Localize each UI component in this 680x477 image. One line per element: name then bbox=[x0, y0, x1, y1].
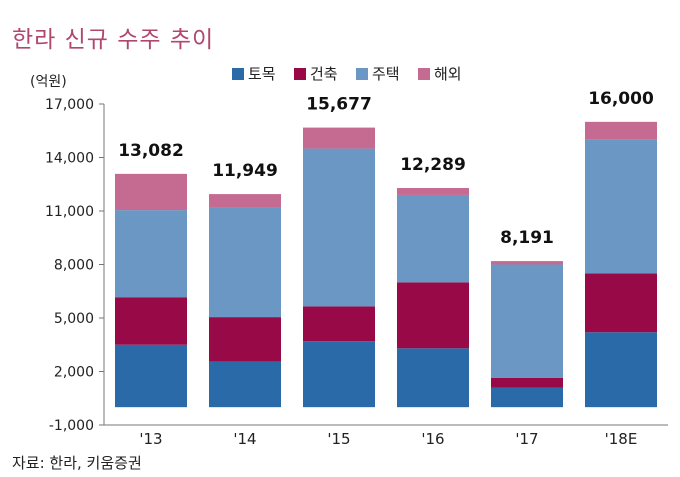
bar-segment bbox=[585, 273, 657, 333]
legend-label: 토목 bbox=[248, 65, 276, 83]
bar-segment bbox=[397, 282, 469, 349]
y-axis-unit-label: (억원) bbox=[30, 74, 67, 90]
bar-segment bbox=[397, 348, 469, 408]
bar-segment bbox=[115, 297, 187, 345]
y-tick-label: 5,000 bbox=[54, 311, 94, 327]
legend-label: 주택 bbox=[372, 65, 400, 83]
bars: '13 '14 '15 '16 '17 '18E bbox=[115, 121, 657, 448]
bar-segment bbox=[491, 377, 563, 388]
bar-segment bbox=[397, 188, 469, 195]
bar-segment bbox=[491, 261, 563, 265]
axes: -1,000 2,000 5,000 8,000 11,000 14,000 17,000 bbox=[45, 97, 668, 434]
total-labels: 13,082 11,949 15,677 12,289 8,191 16,000 bbox=[118, 89, 654, 248]
legend-swatch bbox=[356, 68, 368, 80]
x-tick-label: '13 bbox=[139, 430, 162, 448]
y-tick-label: 11,000 bbox=[45, 204, 94, 220]
bar-segment bbox=[303, 341, 375, 408]
total-label: 15,677 bbox=[306, 95, 372, 115]
legend: 토목 건축 주택 해외 bbox=[232, 65, 462, 83]
total-label: 12,289 bbox=[400, 155, 466, 175]
bar-segment bbox=[115, 210, 187, 298]
y-tick-label: 8,000 bbox=[54, 258, 94, 274]
bar-segment bbox=[397, 194, 469, 283]
chart-title: 한라 신규 수주 추이 bbox=[12, 27, 215, 53]
bar-segment bbox=[303, 306, 375, 342]
bar-segment bbox=[585, 332, 657, 408]
bar-segment bbox=[491, 387, 563, 408]
y-tick-label: 17,000 bbox=[45, 97, 94, 113]
legend-swatch bbox=[294, 68, 306, 80]
legend-label: 해외 bbox=[434, 65, 462, 83]
legend-swatch bbox=[418, 68, 430, 80]
y-tick-label: 2,000 bbox=[54, 365, 94, 381]
bar-segment bbox=[115, 344, 187, 408]
x-tick-label: '17 bbox=[515, 430, 538, 448]
x-tick-label: '16 bbox=[421, 430, 444, 448]
x-tick-label: '14 bbox=[233, 430, 256, 448]
x-tick-label: '18E bbox=[605, 430, 638, 448]
y-tick-label: -1,000 bbox=[49, 418, 94, 434]
total-label: 8,191 bbox=[500, 228, 554, 248]
total-label: 11,949 bbox=[212, 161, 278, 181]
total-label: 13,082 bbox=[118, 141, 184, 161]
y-tick-label: 14,000 bbox=[45, 151, 94, 167]
bar-segment bbox=[209, 207, 281, 318]
bar-segment bbox=[585, 139, 657, 274]
x-tick-label: '15 bbox=[327, 430, 350, 448]
bar-segment bbox=[585, 121, 657, 140]
total-label: 16,000 bbox=[588, 89, 654, 109]
bar-segment bbox=[209, 317, 281, 362]
bar-segment bbox=[115, 173, 187, 211]
source-note: 자료: 한라, 키움증권 bbox=[12, 454, 142, 472]
legend-label: 건축 bbox=[310, 65, 338, 83]
bar-segment bbox=[303, 127, 375, 149]
bar-segment bbox=[209, 194, 281, 208]
bar-segment bbox=[491, 264, 563, 378]
legend-swatch bbox=[232, 68, 244, 80]
bar-segment bbox=[303, 148, 375, 307]
bar-segment bbox=[209, 361, 281, 408]
